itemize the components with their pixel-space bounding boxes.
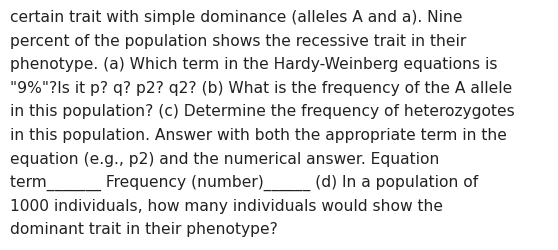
Text: 1000 individuals, how many individuals would show the: 1000 individuals, how many individuals w… xyxy=(10,198,443,213)
Text: percent of the population shows the recessive trait in their: percent of the population shows the rece… xyxy=(10,34,466,48)
Text: "9%"?Is it p? q? p2? q2? (b) What is the frequency of the A allele: "9%"?Is it p? q? p2? q2? (b) What is the… xyxy=(10,80,512,96)
Text: in this population? (c) Determine the frequency of heterozygotes: in this population? (c) Determine the fr… xyxy=(10,104,515,119)
Text: certain trait with simple dominance (alleles A and a). Nine: certain trait with simple dominance (all… xyxy=(10,10,463,25)
Text: equation (e.g., p2) and the numerical answer. Equation: equation (e.g., p2) and the numerical an… xyxy=(10,151,439,166)
Text: dominant trait in their phenotype?: dominant trait in their phenotype? xyxy=(10,222,278,236)
Text: in this population. Answer with both the appropriate term in the: in this population. Answer with both the… xyxy=(10,128,507,142)
Text: phenotype. (a) Which term in the Hardy-Weinberg equations is: phenotype. (a) Which term in the Hardy-W… xyxy=(10,57,498,72)
Text: term_______ Frequency (number)______ (d) In a population of: term_______ Frequency (number)______ (d)… xyxy=(10,174,478,191)
